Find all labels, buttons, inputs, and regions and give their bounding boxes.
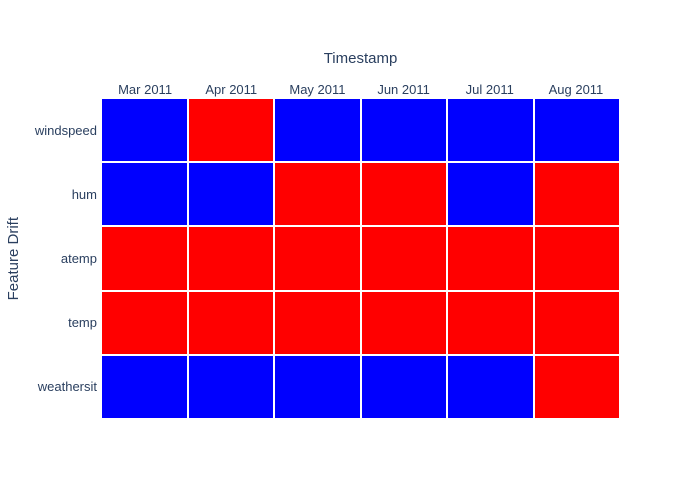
heatmap-grid [102,99,619,418]
heatmap-cell-windspeed-apr [188,99,273,162]
heatmap-cell-windspeed-jun [361,99,446,162]
heatmap-cell-hum-may [275,163,360,226]
y-tick-label: temp [68,314,97,330]
x-tick-label: Jul 2011 [465,82,514,97]
heatmap-cell-temp-aug [534,291,619,354]
heatmap-cell-atemp-may [275,227,360,290]
heatmap-cell-weathersit-mar [102,355,187,418]
y-axis-title-container: Feature Drift [2,99,24,418]
y-tick-label: weathersit [37,378,97,394]
x-tick-label: May 2011 [289,82,346,97]
heatmap-cell-windspeed-jul [448,99,533,162]
heatmap-cell-weathersit-apr [188,355,273,418]
heatmap-cell-weathersit-jul [448,355,533,418]
heatmap-cell-hum-aug [534,163,619,226]
x-tick-label: Apr 2011 [205,82,258,97]
heatmap-cell-windspeed-may [275,99,360,162]
heatmap-cell-windspeed-mar [102,99,187,162]
heatmap-cell-atemp-jul [448,227,533,290]
heatmap-cell-atemp-mar [102,227,187,290]
heatmap-cell-temp-mar [102,291,187,354]
heatmap-cell-temp-jun [361,291,446,354]
x-tick-label: Mar 2011 [118,82,173,97]
y-axis-title: Feature Drift [4,216,22,301]
heatmap-cell-temp-apr [188,291,273,354]
heatmap-cell-hum-apr [188,163,273,226]
heatmap-cell-atemp-aug [534,227,619,290]
x-tick-label: Jun 2011 [377,82,430,97]
x-tick-label: Aug 2011 [548,82,604,97]
heatmap-cell-atemp-apr [188,227,273,290]
heatmap-cell-weathersit-aug [534,355,619,418]
heatmap-cell-weathersit-may [275,355,360,418]
heatmap-cell-hum-jun [361,163,446,226]
heatmap-cell-temp-may [275,291,360,354]
heatmap-cell-windspeed-aug [534,99,619,162]
heatmap-cell-hum-jul [448,163,533,226]
heatmap-cell-temp-jul [448,291,533,354]
heatmap-cell-atemp-jun [361,227,446,290]
y-axis-tick-labels: windspeed hum atemp temp weathersit [0,99,99,418]
y-tick-label: hum [71,187,97,203]
y-tick-label: windspeed [34,123,97,139]
heatmap-cell-weathersit-jun [361,355,446,418]
chart-title: Timestamp [323,50,398,67]
y-tick-label: atemp [60,250,97,266]
x-axis-tick-labels: Mar 2011 Apr 2011 May 2011 Jun 2011 Jul 2011… [102,82,619,97]
heatmap-cell-hum-mar [102,163,187,226]
